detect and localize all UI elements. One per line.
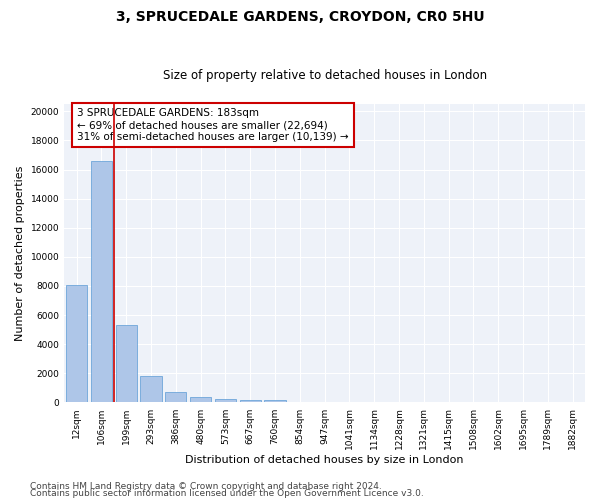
Bar: [165, 392, 187, 402]
Y-axis label: Number of detached properties: Number of detached properties: [15, 166, 25, 341]
Bar: [91, 161, 112, 402]
Text: Contains public sector information licensed under the Open Government Licence v3: Contains public sector information licen…: [30, 489, 424, 498]
Bar: [239, 400, 261, 402]
Bar: [265, 400, 286, 402]
Text: 3 SPRUCEDALE GARDENS: 183sqm
← 69% of detached houses are smaller (22,694)
31% o: 3 SPRUCEDALE GARDENS: 183sqm ← 69% of de…: [77, 108, 349, 142]
X-axis label: Distribution of detached houses by size in London: Distribution of detached houses by size …: [185, 455, 464, 465]
Bar: [116, 326, 137, 402]
Bar: [215, 398, 236, 402]
Text: 3, SPRUCEDALE GARDENS, CROYDON, CR0 5HU: 3, SPRUCEDALE GARDENS, CROYDON, CR0 5HU: [116, 10, 484, 24]
Bar: [140, 376, 161, 402]
Bar: [66, 284, 87, 403]
Title: Size of property relative to detached houses in London: Size of property relative to detached ho…: [163, 69, 487, 82]
Text: Contains HM Land Registry data © Crown copyright and database right 2024.: Contains HM Land Registry data © Crown c…: [30, 482, 382, 491]
Bar: [190, 398, 211, 402]
